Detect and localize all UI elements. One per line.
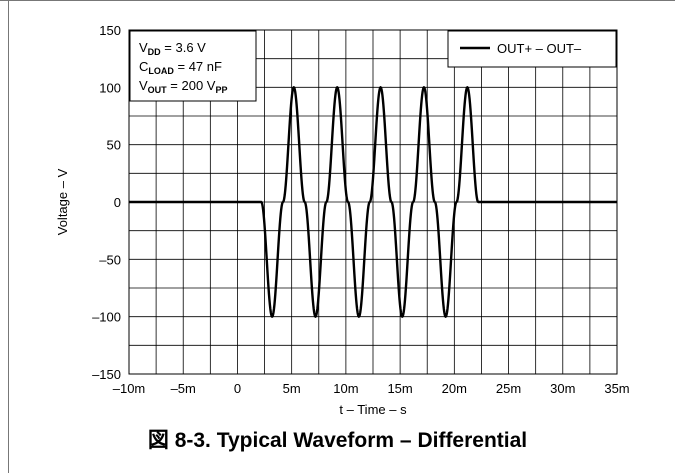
x-tick-label: 20m [442, 381, 467, 396]
y-tick-label: 50 [107, 138, 121, 153]
y-axis-label: Voltage – V [55, 168, 70, 235]
x-tick-label: 10m [333, 381, 358, 396]
y-tick-label: 150 [99, 23, 121, 38]
figure-caption: 図 8-3. Typical Waveform – Differential [147, 429, 528, 452]
legend: OUT+ – OUT– [447, 30, 617, 68]
y-tick-label: 0 [114, 195, 121, 210]
page-frame-left [8, 0, 9, 473]
y-tick-label: –150 [92, 367, 121, 382]
x-tick-label: 30m [550, 381, 575, 396]
x-tick-label: –10m [113, 381, 146, 396]
x-tick-label: –5m [171, 381, 196, 396]
annotation-cload: CLOAD = 47 nF [139, 59, 222, 76]
y-axis-ticks: –150 –100 –50 0 50 100 150 [92, 23, 121, 382]
series-line-out-diff [129, 86, 617, 318]
y-tick-label: –50 [99, 252, 121, 267]
x-tick-label: 5m [283, 381, 301, 396]
y-tick-label: –100 [92, 310, 121, 325]
waveform-chart: –10m –5m 0 5m 10m 15m 20m 25m 30m 35m –150 –100 –50… [55, 23, 630, 417]
x-axis-label: t – Time – s [339, 402, 407, 417]
x-tick-label: 0 [234, 381, 241, 396]
x-axis-ticks: –10m –5m 0 5m 10m 15m 20m 25m 30m 35m [113, 381, 630, 396]
legend-entry: OUT+ – OUT– [497, 41, 582, 56]
annotation-vdd: VDD = 3.6 V [139, 40, 206, 57]
x-tick-label: 35m [604, 381, 629, 396]
x-tick-label: 25m [496, 381, 521, 396]
y-tick-label: 100 [99, 80, 121, 95]
annotation-box: VDD = 3.6 V CLOAD = 47 nF VOUT = 200 VPP [129, 30, 257, 102]
page-frame-top [0, 0, 675, 1]
annotation-vout: VOUT = 200 VPP [139, 78, 227, 95]
x-tick-label: 15m [387, 381, 412, 396]
